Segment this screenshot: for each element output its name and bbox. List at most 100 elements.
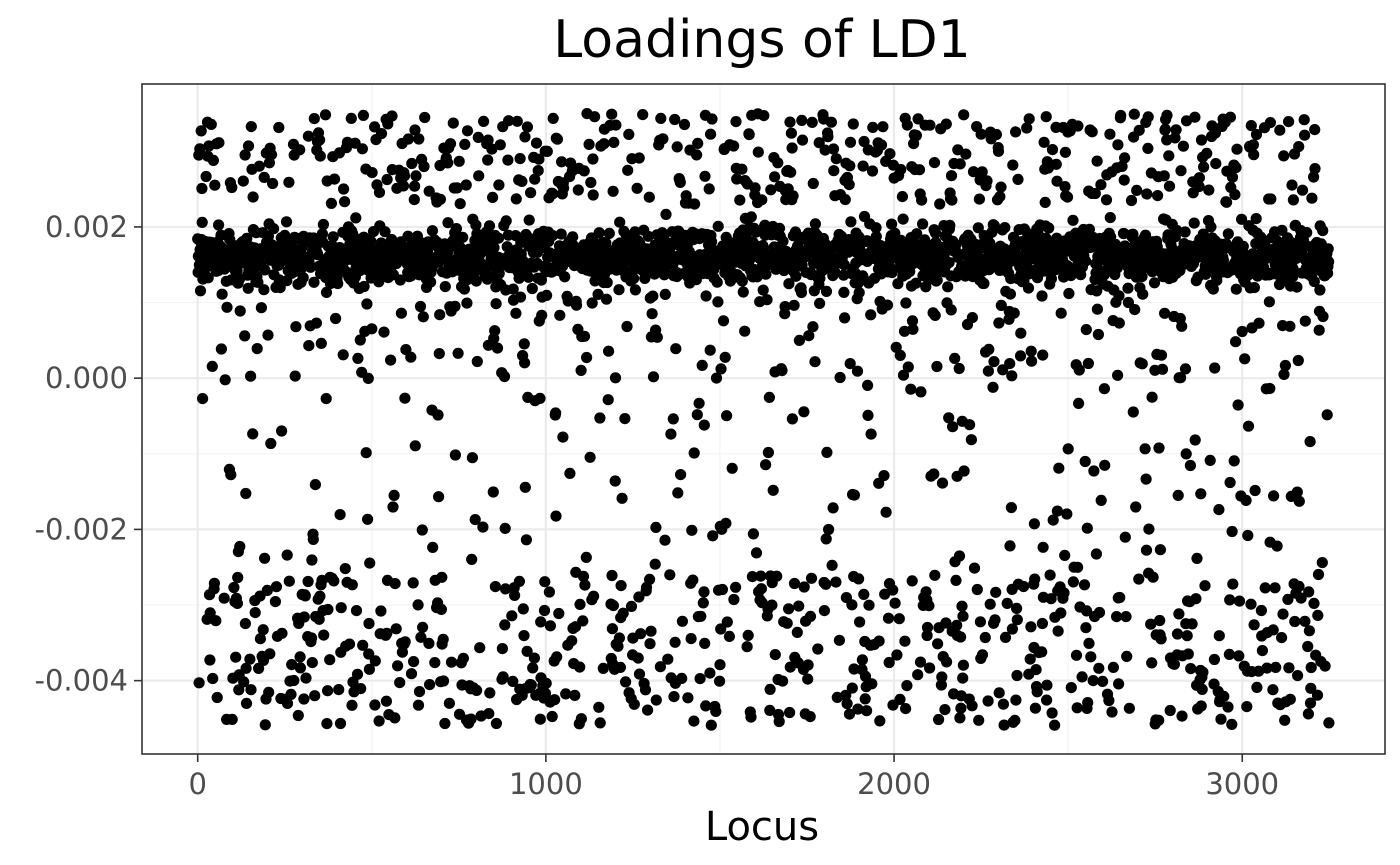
data-point — [592, 288, 604, 300]
data-point — [766, 599, 778, 611]
data-point — [339, 196, 351, 208]
data-point — [1282, 593, 1294, 606]
data-point — [194, 285, 207, 297]
data-point — [354, 334, 366, 346]
data-point — [335, 602, 347, 614]
data-point — [562, 295, 574, 307]
data-point — [1210, 158, 1222, 170]
data-point — [796, 134, 809, 146]
data-point — [958, 109, 970, 121]
data-point — [1073, 397, 1085, 409]
data-point — [706, 113, 718, 125]
data-point — [1278, 265, 1290, 277]
data-point — [607, 600, 620, 612]
data-point — [300, 672, 312, 684]
data-point — [499, 522, 511, 535]
data-point — [536, 309, 548, 321]
data-point — [642, 230, 654, 242]
data-point — [1249, 484, 1261, 497]
data-point — [1226, 718, 1238, 731]
data-point — [1269, 582, 1281, 594]
data-point — [231, 597, 243, 610]
data-point — [761, 294, 773, 306]
data-point — [607, 185, 619, 197]
y-tick-label: 0.002 — [45, 210, 128, 244]
data-point — [457, 652, 469, 664]
data-point — [251, 343, 263, 355]
data-point — [953, 362, 965, 375]
data-point — [1121, 650, 1133, 663]
data-point — [606, 108, 618, 120]
data-point — [405, 668, 418, 680]
data-point — [1242, 529, 1254, 542]
data-point — [1304, 697, 1317, 709]
data-point — [325, 197, 337, 209]
data-point — [1221, 196, 1233, 208]
data-point — [289, 370, 301, 382]
data-point — [1242, 420, 1255, 432]
data-point — [594, 412, 606, 424]
data-point — [1211, 274, 1223, 286]
data-point — [777, 675, 789, 687]
data-point — [921, 629, 933, 642]
data-point — [437, 633, 449, 645]
data-point — [218, 592, 230, 604]
data-point — [369, 699, 381, 711]
data-point — [833, 634, 846, 646]
data-point — [1082, 697, 1094, 709]
data-point — [1046, 144, 1059, 156]
data-point — [675, 469, 687, 481]
data-point — [942, 281, 954, 293]
data-point — [734, 194, 746, 206]
data-point — [621, 320, 633, 333]
data-point — [655, 112, 667, 124]
data-point — [894, 693, 906, 706]
data-point — [788, 577, 801, 590]
data-point — [1061, 508, 1073, 520]
data-point — [1267, 684, 1279, 696]
data-point — [558, 182, 570, 194]
data-point — [1114, 591, 1126, 604]
data-point — [859, 670, 872, 683]
data-point — [1006, 623, 1019, 635]
data-point — [1322, 243, 1334, 255]
data-point — [364, 557, 376, 569]
data-point — [1152, 190, 1164, 202]
data-point — [1092, 328, 1104, 341]
data-point — [840, 689, 852, 701]
data-point — [1176, 710, 1188, 722]
data-point — [386, 110, 398, 122]
data-point — [1067, 576, 1079, 588]
data-point — [477, 521, 489, 533]
data-point — [894, 349, 906, 361]
data-point — [880, 506, 892, 518]
data-point — [240, 487, 252, 500]
data-point — [1055, 307, 1067, 319]
data-point — [643, 191, 655, 203]
y-tick-label: -0.004 — [35, 664, 129, 698]
data-point — [500, 215, 512, 227]
data-point — [437, 675, 450, 687]
data-point — [247, 191, 259, 203]
data-point — [862, 379, 874, 391]
data-point — [1143, 523, 1155, 535]
data-point — [1163, 150, 1175, 162]
data-point — [883, 656, 895, 669]
data-point — [409, 180, 421, 192]
data-point — [210, 615, 222, 627]
data-point — [1028, 518, 1040, 530]
data-point — [526, 282, 538, 295]
data-point — [584, 451, 596, 463]
data-point — [419, 111, 431, 124]
data-point — [483, 708, 495, 720]
data-point — [668, 691, 680, 703]
data-point — [449, 449, 461, 461]
data-point — [994, 191, 1006, 203]
data-point — [928, 468, 940, 480]
data-point — [209, 179, 221, 191]
data-point — [202, 272, 214, 284]
data-point — [807, 177, 819, 190]
data-point — [423, 185, 435, 197]
data-point — [968, 562, 981, 574]
data-point — [982, 365, 995, 377]
